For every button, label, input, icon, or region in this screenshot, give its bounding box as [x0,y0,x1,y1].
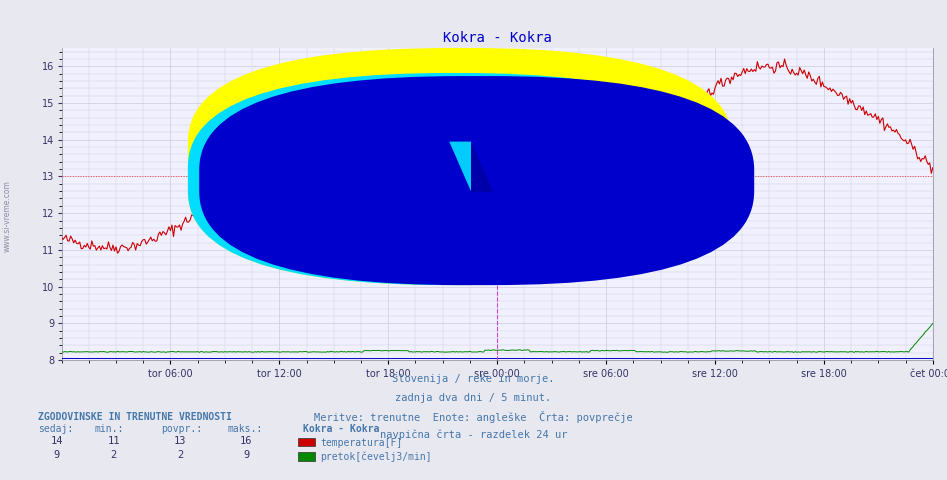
Text: ZGODOVINSKE IN TRENUTNE VREDNOSTI: ZGODOVINSKE IN TRENUTNE VREDNOSTI [38,412,232,422]
Text: www.si-vreme.com: www.si-vreme.com [3,180,12,252]
Text: 11: 11 [107,436,120,446]
Text: min.:: min.: [95,424,124,434]
Text: maks.:: maks.: [227,424,262,434]
Text: 2: 2 [111,450,116,460]
Text: Slovenija / reke in morje.: Slovenija / reke in morje. [392,374,555,384]
Polygon shape [449,142,471,192]
Text: Kokra - Kokra: Kokra - Kokra [303,424,380,434]
Text: sedaj:: sedaj: [38,424,73,434]
Text: 2: 2 [177,450,183,460]
Text: zadnja dva dni / 5 minut.: zadnja dva dni / 5 minut. [396,393,551,403]
Title: Kokra - Kokra: Kokra - Kokra [443,32,551,46]
Text: temperatura[F]: temperatura[F] [320,438,402,447]
FancyBboxPatch shape [188,73,722,285]
Text: Meritve: trenutne  Enote: angleške  Črta: povprečje: Meritve: trenutne Enote: angleške Črta: … [314,411,633,423]
Polygon shape [471,142,492,192]
Text: 9: 9 [54,450,60,460]
FancyBboxPatch shape [188,48,732,285]
Text: 14: 14 [50,436,63,446]
FancyBboxPatch shape [199,76,754,285]
Text: pretok[čevelj3/min]: pretok[čevelj3/min] [320,452,432,462]
Text: 13: 13 [173,436,187,446]
Text: 9: 9 [243,450,249,460]
Text: 16: 16 [240,436,253,446]
Text: navpična črta - razdelek 24 ur: navpična črta - razdelek 24 ur [380,429,567,440]
Text: www.si-vreme.com: www.si-vreme.com [290,201,705,239]
Text: povpr.:: povpr.: [161,424,202,434]
